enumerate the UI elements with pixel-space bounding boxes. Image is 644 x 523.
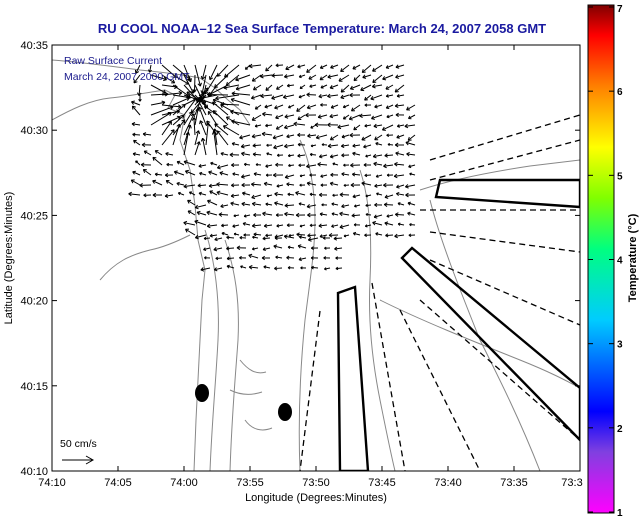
scale-label: 50 cm/s	[60, 438, 97, 450]
x-axis-label: Longitude (Degrees:Minutes)	[245, 492, 387, 504]
colorbar-label: Temperature (°C)	[627, 213, 639, 302]
current-vector	[207, 94, 228, 95]
x-tick-label: 73:45	[368, 477, 396, 489]
colorbar-tick-label: 6	[617, 87, 623, 98]
current-vector	[272, 75, 283, 76]
x-tick-label: 74:10	[38, 477, 66, 489]
y-tick-label: 40:35	[20, 40, 48, 52]
colorbar-tick-label: 7	[617, 4, 623, 15]
x-tick-label: 73:35	[500, 477, 528, 489]
y-tick-label: 40:10	[20, 466, 48, 478]
colorbar-tick-label: 4	[617, 256, 623, 267]
colorbar-tick-label: 3	[617, 340, 623, 351]
legend-timestamp: March 24, 2007 2000 GMT	[64, 71, 190, 83]
current-vector	[194, 75, 195, 92]
x-tick-label: 74:00	[170, 477, 198, 489]
x-tick-label: 73:40	[434, 477, 462, 489]
x-tick-label: 74:05	[104, 477, 132, 489]
y-tick-label: 40:20	[20, 296, 48, 308]
figure-title: RU COOL NOAA–12 Sea Surface Temperature:…	[98, 21, 546, 36]
y-tick-label: 40:30	[20, 125, 48, 137]
y-axis-label: Latitude (Degrees:Minutes)	[3, 192, 15, 325]
x-tick-label: 73:3	[561, 477, 582, 489]
y-tick-label: 40:25	[20, 210, 48, 222]
station-marker	[195, 384, 209, 402]
colorbar-tick-label: 5	[617, 171, 623, 182]
x-tick-label: 73:55	[236, 477, 264, 489]
station-marker	[278, 403, 292, 421]
legend-title: Raw Surface Current	[64, 55, 162, 67]
y-tick-label: 40:15	[20, 381, 48, 393]
colorbar-tick-label: 2	[617, 424, 623, 435]
x-tick-label: 73:50	[302, 477, 330, 489]
colorbar-tick-label: 1	[617, 508, 623, 518]
